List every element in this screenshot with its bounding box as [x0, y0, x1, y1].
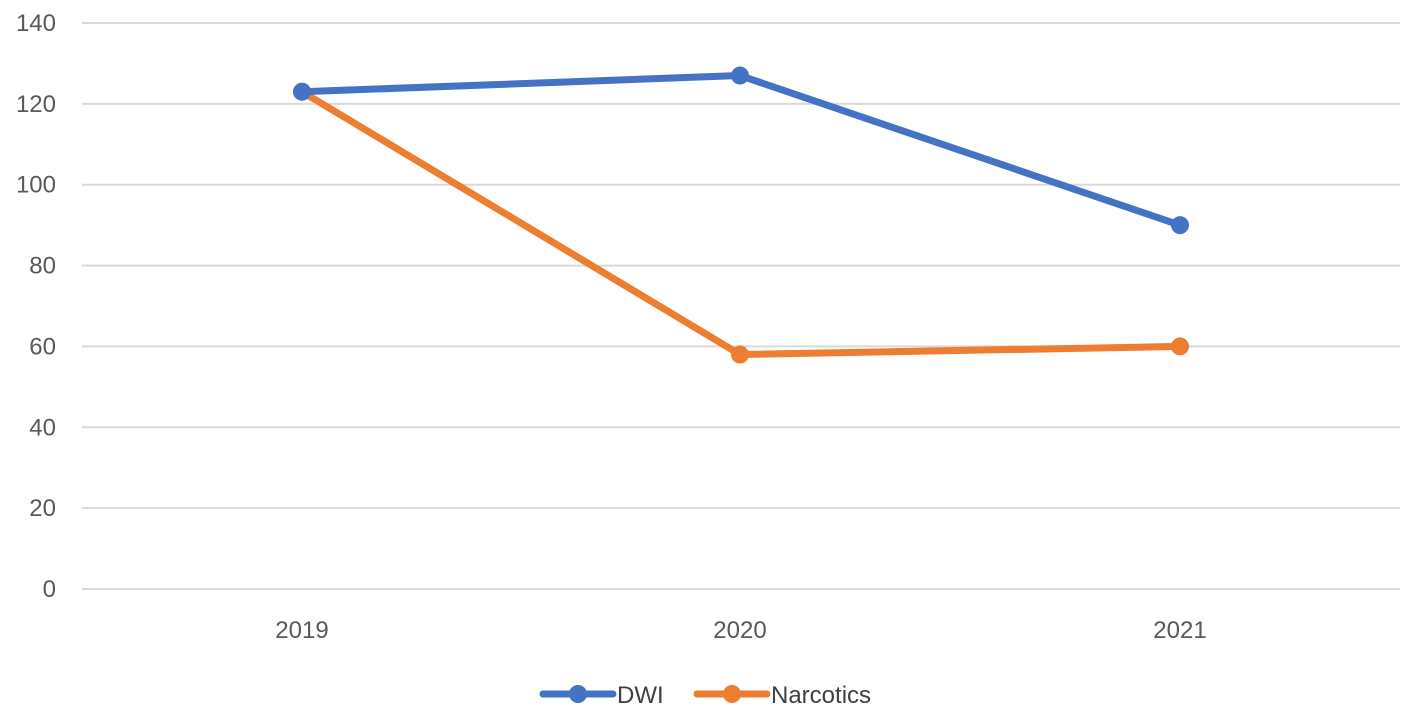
- data-point-dwi-2021: [1171, 216, 1189, 235]
- y-tick-label: 60: [29, 333, 56, 360]
- legend: DWI Narcotics: [539, 682, 871, 709]
- legend-label: Narcotics: [771, 682, 871, 709]
- gridlines: [82, 22, 1400, 590]
- x-tick-label: 2019: [275, 617, 328, 644]
- y-tick-label: 40: [29, 414, 56, 441]
- data-point-narcotics-2021: [1171, 337, 1189, 356]
- x-tick-label: 2020: [713, 617, 766, 644]
- legend-item-dwi: DWI: [539, 682, 664, 709]
- legend-swatch-marker: [569, 685, 587, 703]
- series-line-dwi: [298, 72, 1184, 229]
- y-tick-label: 20: [29, 495, 56, 522]
- data-point-dwi-2019: [293, 82, 311, 101]
- legend-label: DWI: [617, 682, 664, 709]
- series-group: [293, 66, 1189, 364]
- y-tick-label: 0: [43, 576, 56, 603]
- x-tick-label: 2021: [1153, 617, 1206, 644]
- data-point-dwi-2020: [731, 66, 749, 85]
- data-point-narcotics-2020: [731, 345, 749, 364]
- y-tick-label: 140: [16, 10, 56, 37]
- series-line-narcotics: [298, 88, 1184, 359]
- y-tick-label: 120: [16, 91, 56, 118]
- legend-swatch-marker: [723, 685, 741, 703]
- x-axis-tick-labels: 2019 2020 2021: [275, 617, 1206, 644]
- series-narcotics: [293, 82, 1189, 364]
- series-dwi: [293, 66, 1189, 235]
- y-tick-label: 100: [16, 172, 56, 199]
- y-tick-label: 80: [29, 253, 56, 280]
- y-axis-tick-labels: 0 20 40 60 80 100 120 140: [16, 10, 56, 603]
- legend-item-narcotics: Narcotics: [693, 682, 871, 709]
